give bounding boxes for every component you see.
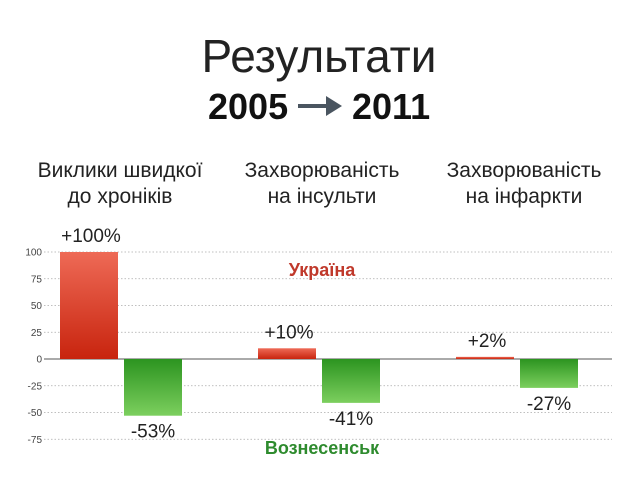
- y-tick-label: 0: [36, 355, 42, 366]
- arrow-right-icon: [298, 96, 342, 116]
- bar-voznesensk-2: [520, 359, 578, 388]
- category-label-strokes: Захворюваність на інсульти: [222, 158, 422, 210]
- y-tick-label: 100: [25, 248, 42, 259]
- data-labels: +100% +10% +2% -53% -41% -27%: [61, 226, 571, 443]
- y-tick-label: -75: [28, 435, 43, 446]
- bar-ukraine-0: [60, 252, 118, 359]
- data-label: +2%: [468, 331, 507, 352]
- series-label-ukraine: Україна: [289, 260, 356, 280]
- category-line: на інфаркти: [465, 185, 583, 208]
- data-label: -27%: [527, 394, 571, 415]
- bar-voznesensk-1: [322, 359, 380, 403]
- y-tick-label: -50: [28, 408, 43, 419]
- category-line: до хроніків: [67, 185, 173, 208]
- y-tick-label: 50: [31, 301, 43, 312]
- year-range: 2005 2011: [0, 86, 638, 127]
- category-label-ambulance: Виклики швидкої до хроніків: [20, 158, 220, 210]
- bars: [60, 252, 578, 416]
- bar-ukraine-1: [258, 348, 316, 359]
- data-label: +10%: [264, 322, 313, 343]
- data-label: +100%: [61, 226, 121, 247]
- y-tick-label: 25: [31, 328, 43, 339]
- y-tick-label: 75: [31, 274, 43, 285]
- series-label-voznesensk: Вознесенськ: [265, 438, 380, 458]
- bar-ukraine-2: [456, 356, 514, 359]
- y-tick-label: -25: [28, 381, 43, 392]
- category-line: на інсульти: [267, 185, 377, 208]
- y-axis-ticks: 100 75 50 25 0 -25 -50 -75: [25, 248, 42, 446]
- page-title: Результати: [201, 30, 437, 82]
- data-label: -53%: [131, 422, 175, 443]
- year-from: 2005: [208, 86, 289, 127]
- bar-voznesensk-0: [124, 359, 182, 416]
- data-label: -41%: [329, 409, 373, 430]
- year-to: 2011: [352, 86, 431, 127]
- category-line: Виклики швидкої: [37, 159, 203, 182]
- category-line: Захворюваність: [446, 159, 602, 182]
- category-label-heart-attacks: Захворюваність на інфаркти: [424, 158, 624, 210]
- category-line: Захворюваність: [244, 159, 400, 182]
